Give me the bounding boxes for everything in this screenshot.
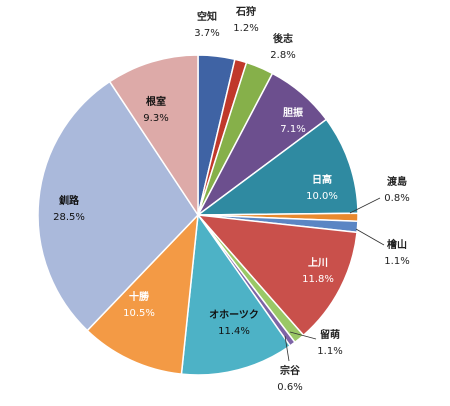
slice-soya-leader-line — [284, 335, 290, 362]
slice-hidaka — [195, 118, 359, 216]
slice-soya-label: 宗谷 — [280, 364, 301, 377]
slice-ishikari-label: 石狩 — [235, 5, 256, 18]
slice-okhotsk-label: オホーツク — [209, 309, 259, 321]
slice-tokachi-value-label: 10.5% — [123, 308, 155, 319]
slice-hidaka-value-label: 10.0% — [306, 191, 338, 202]
slice-hiyama-label: 檜山 — [387, 238, 407, 251]
slice-rumoi-label: 留萌 — [320, 328, 340, 341]
slice-hiyama-leader-line — [355, 228, 385, 246]
pie-labels: 空知 3.7% 石狩 1.2% 後志 2.8% 胆振 7.1% 日高 10.0% 渡島 0.8% 檜山 1… — [53, 5, 410, 393]
slice-tokachi-label: 十勝 — [129, 290, 150, 303]
slice-sorachi-label: 空知 — [197, 10, 217, 23]
slice-hidaka-label: 日高 — [312, 173, 332, 186]
slice-okhotsk-value-label: 11.4% — [218, 326, 250, 337]
slice-nemuro-value-label: 9.3% — [143, 113, 168, 124]
slice-nemuro-label: 根室 — [146, 95, 166, 108]
slice-oshima-label: 渡島 — [387, 175, 407, 188]
slice-sorachi-value-label: 3.7% — [194, 28, 219, 39]
slice-kamikawa-value-label: 11.8% — [302, 274, 334, 285]
slice-shiribeshi-label: 後志 — [273, 32, 293, 45]
slice-oshima-leader-line — [349, 197, 381, 214]
slice-kushiro-value-label: 28.5% — [53, 212, 85, 223]
slice-ishikari-value-label: 1.2% — [233, 23, 258, 34]
pie-slices — [37, 54, 359, 376]
slice-kushiro-label: 釧路 — [59, 194, 80, 207]
slice-nemuro — [108, 54, 199, 218]
slice-iburi-value-label: 7.1% — [280, 124, 305, 135]
slice-hiyama-value-label: 1.1% — [384, 256, 409, 267]
slice-okhotsk — [180, 212, 292, 376]
slice-rumoi-value-label: 1.1% — [317, 346, 342, 357]
slice-kamikawa — [196, 214, 358, 337]
slice-kushiro — [37, 80, 199, 332]
slice-rumoi-leader-line — [289, 331, 317, 340]
slice-kamikawa-label: 上川 — [308, 256, 328, 269]
slice-tokachi — [86, 212, 199, 375]
slice-shiribeshi-value-label: 2.8% — [270, 50, 295, 61]
slice-soya-value-label: 0.6% — [277, 382, 302, 393]
slice-oshima-value-label: 0.8% — [384, 193, 409, 204]
slice-iburi-label: 胆振 — [283, 106, 303, 119]
